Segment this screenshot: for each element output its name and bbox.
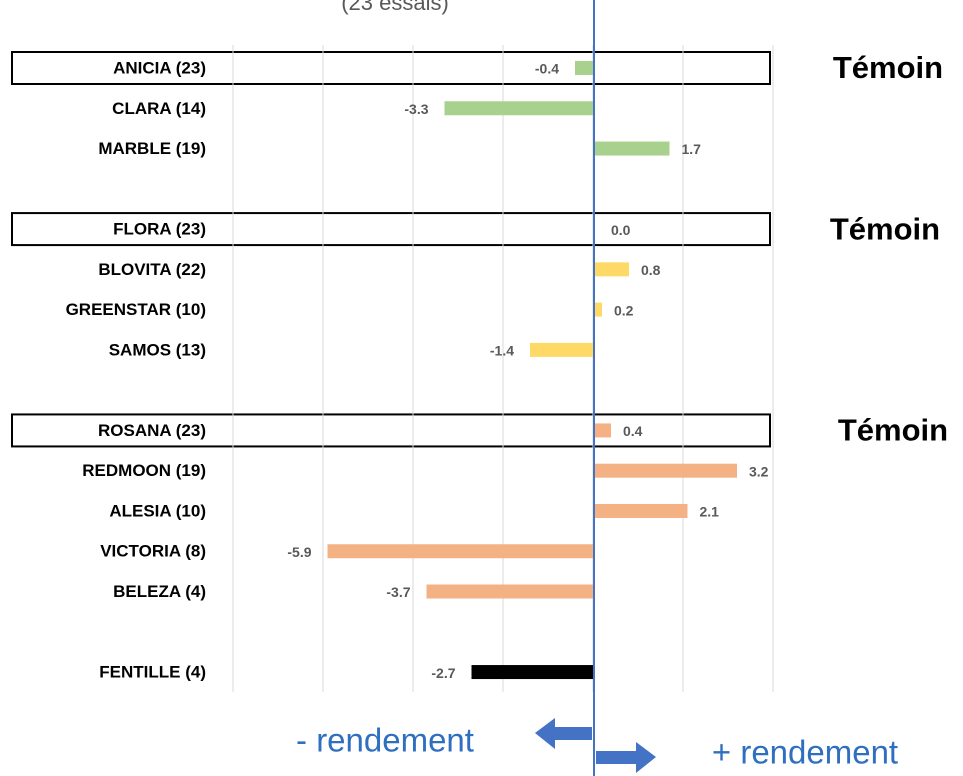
value-label: -2.7 <box>431 665 455 681</box>
bar <box>593 463 737 478</box>
y-tick-label: BLOVITA (22) <box>98 260 206 279</box>
bar <box>593 503 688 518</box>
value-label: -3.7 <box>386 584 410 600</box>
y-tick-label: MARBLE (19) <box>98 139 206 158</box>
value-label: 3.2 <box>749 463 769 479</box>
y-tick-label: ROSANA (23) <box>98 421 206 440</box>
annotation: Témoin <box>838 413 948 448</box>
value-label: -3.3 <box>404 101 428 117</box>
arrow-right <box>596 742 656 773</box>
y-tick-label: FENTILLE (4) <box>99 663 206 682</box>
value-label: -5.9 <box>287 544 311 560</box>
control-box <box>11 413 771 448</box>
y-tick-label: BELEZA (4) <box>113 582 206 601</box>
chart-subtitle: (23 essais) <box>341 0 449 15</box>
bar <box>426 584 593 599</box>
value-label: 0.8 <box>641 262 661 278</box>
arrow-left <box>535 718 592 749</box>
annotation: Témoin <box>833 50 943 85</box>
value-label: 1.7 <box>682 141 702 157</box>
bar <box>593 262 629 277</box>
annotation: - rendement <box>296 722 474 759</box>
y-tick-label: REDMOON (19) <box>82 461 206 480</box>
control-box <box>11 51 771 85</box>
bar <box>593 423 611 438</box>
bar <box>530 342 593 357</box>
value-label: 0.2 <box>614 302 634 318</box>
control-boxes <box>11 51 771 448</box>
value-label: 2.1 <box>700 504 720 520</box>
bar <box>593 302 602 317</box>
value-label: 0.0 <box>611 222 631 238</box>
bar <box>327 544 593 559</box>
annotation: Témoin <box>830 211 940 246</box>
y-tick-label: GREENSTAR (10) <box>66 300 206 319</box>
bar <box>575 61 593 75</box>
y-tick-label: ANICIA (23) <box>113 58 206 77</box>
bar <box>444 101 593 116</box>
y-tick-label: ALESIA (10) <box>109 501 206 520</box>
bar <box>593 141 670 156</box>
value-label: -0.4 <box>535 61 559 77</box>
y-tick-label: VICTORIA (8) <box>100 542 206 561</box>
y-tick-label: FLORA (23) <box>113 220 206 239</box>
annotation: + rendement <box>712 734 898 771</box>
value-label: 0.4 <box>623 423 643 439</box>
bar <box>471 665 593 680</box>
control-box <box>11 212 771 247</box>
y-tick-label: SAMOS (13) <box>109 340 206 359</box>
value-label: -1.4 <box>490 343 514 359</box>
y-tick-label: CLARA (14) <box>112 99 206 118</box>
